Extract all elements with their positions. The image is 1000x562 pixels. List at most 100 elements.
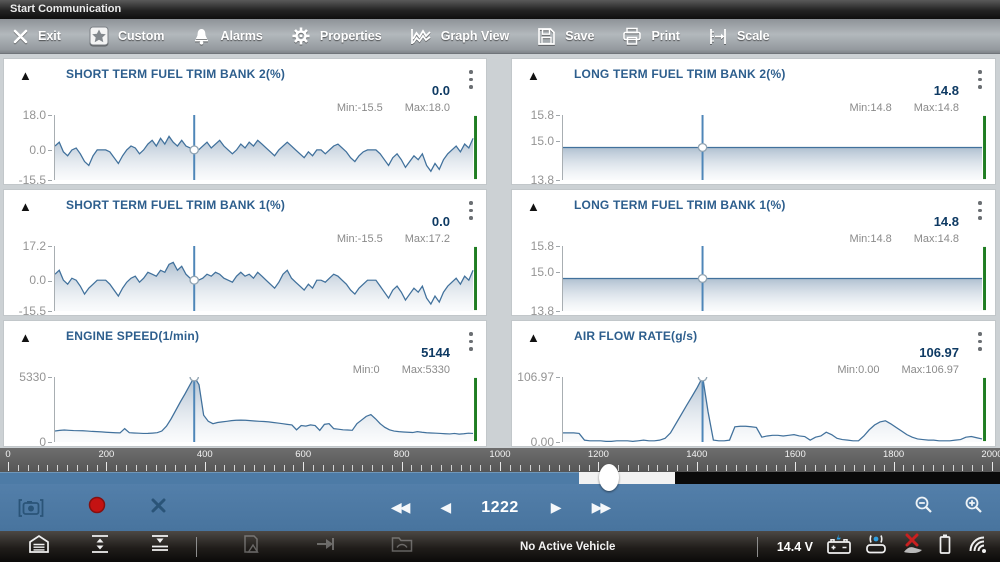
ruler-tick: [293, 465, 295, 471]
chart-canvas[interactable]: [563, 246, 987, 311]
ruler-tick: [962, 465, 964, 471]
ruler-label: 0: [5, 449, 11, 460]
ruler-label: 1400: [686, 449, 708, 460]
ruler-tick: [322, 465, 324, 471]
cursor-marker[interactable]: [189, 377, 200, 382]
cursor-marker[interactable]: [697, 377, 708, 382]
current-value: 5144: [421, 345, 450, 360]
ruler-tick: [893, 462, 895, 471]
ruler-tick: [952, 465, 954, 471]
scale-button[interactable]: Scale: [694, 19, 784, 54]
ruler-tick: [814, 465, 816, 471]
collapse-triangle-icon[interactable]: ▲: [19, 199, 32, 214]
chart-plot[interactable]: [54, 115, 478, 180]
chart-canvas[interactable]: [563, 377, 987, 442]
panel-menu-icon[interactable]: [469, 70, 473, 93]
print-icon: [622, 27, 642, 46]
cursor-marker[interactable]: [189, 275, 200, 285]
properties-gear-icon: [291, 26, 311, 46]
step-back-button[interactable]: ◀: [440, 499, 451, 515]
y-axis-tick: 0.00: [531, 435, 560, 449]
ruler-label: 2000: [981, 449, 1000, 460]
ruler-tick: [273, 465, 275, 471]
timeline-thumb[interactable]: [599, 464, 620, 491]
alarms-bell-icon: [192, 27, 211, 46]
ruler-tick: [263, 465, 265, 471]
ruler-tick: [824, 465, 826, 471]
cursor-marker[interactable]: [697, 273, 708, 284]
y-axis-tick: 15.8: [531, 239, 560, 253]
panel-menu-icon[interactable]: [978, 70, 982, 93]
current-value: 0.0: [431, 214, 450, 229]
chart-canvas[interactable]: [55, 246, 478, 311]
timeline-scrollbar[interactable]: [0, 464, 1000, 491]
chart-canvas[interactable]: [563, 115, 987, 180]
collapse-triangle-icon[interactable]: ▲: [527, 330, 540, 345]
ruler-tick: [657, 465, 659, 471]
chart-plot[interactable]: [562, 246, 987, 311]
save-label: Save: [565, 29, 595, 43]
chart-canvas[interactable]: [55, 115, 478, 180]
zoom-in-icon[interactable]: [964, 495, 984, 520]
chart-plot[interactable]: [562, 115, 987, 180]
exit-button[interactable]: Exit: [0, 19, 75, 54]
ruler-tick: [450, 465, 452, 471]
min-max-labels: Min:-15.5 Max:18.0: [336, 102, 450, 114]
panel-menu-icon[interactable]: [469, 201, 473, 224]
y-axis-tick: 17.2: [23, 239, 52, 253]
collapse-triangle-icon[interactable]: ▲: [527, 68, 540, 83]
rewind-button[interactable]: ◀◀: [390, 499, 410, 515]
chart-plot[interactable]: [54, 246, 478, 311]
home-icon[interactable]: [28, 534, 50, 559]
close-icon[interactable]: [150, 497, 167, 519]
ruler-tick: [126, 465, 128, 471]
expand-graphs-icon[interactable]: [90, 534, 110, 559]
y-axis-tick: 15.0: [531, 134, 560, 148]
ruler-label: 1600: [784, 449, 806, 460]
zoom-out-icon[interactable]: [914, 495, 934, 520]
ruler-tick: [992, 462, 993, 471]
timeline-ruler[interactable]: 0 200 400 600 800 1000 1200 1400 1600 1800 2000: [0, 448, 1000, 472]
collapse-triangle-icon[interactable]: ▲: [19, 330, 32, 345]
ruler-tick: [972, 465, 974, 471]
graph-view-label: Graph View: [440, 29, 510, 43]
collapse-graphs-icon[interactable]: [150, 534, 170, 559]
ruler-label: 1200: [587, 449, 609, 460]
status-disabled-icons: [223, 534, 413, 559]
ruler-tick: [67, 465, 69, 471]
playback-center-group: ◀◀ ◀ 1222 ▶ ▶▶: [390, 484, 611, 531]
step-forward-button[interactable]: ▶: [550, 499, 562, 515]
chart-canvas[interactable]: [55, 377, 478, 442]
snapshot-camera-icon[interactable]: [18, 497, 44, 519]
ruler-label: 800: [393, 449, 410, 460]
ruler-tick: [568, 465, 570, 471]
graph-view-button[interactable]: Graph View: [396, 19, 524, 54]
ruler-label: 1000: [489, 449, 511, 460]
ruler-tick: [76, 465, 78, 471]
fast-forward-button[interactable]: ▶▶: [591, 499, 611, 515]
print-button[interactable]: Print: [608, 19, 693, 54]
status-divider: [756, 536, 758, 557]
panel-menu-icon[interactable]: [978, 201, 982, 224]
cursor-marker[interactable]: [189, 145, 200, 155]
alarms-button[interactable]: Alarms: [178, 19, 276, 54]
ruler-tick: [942, 465, 944, 471]
cursor-marker[interactable]: [697, 142, 708, 153]
panel-menu-icon[interactable]: [978, 332, 982, 355]
record-icon[interactable]: [88, 496, 106, 519]
collapse-triangle-icon[interactable]: ▲: [19, 68, 32, 83]
collapse-triangle-icon[interactable]: ▲: [527, 199, 540, 214]
timeline-window[interactable]: [578, 472, 675, 484]
min-max-labels: Min:14.8 Max:14.8: [849, 233, 959, 245]
battery-icon: [937, 533, 953, 560]
chart-plot[interactable]: [562, 377, 987, 442]
y-axis-tick: 0.0: [29, 143, 52, 157]
panel-menu-icon[interactable]: [469, 332, 473, 355]
ruler-tick: [204, 462, 206, 471]
chart-plot[interactable]: [54, 377, 478, 442]
custom-button[interactable]: Custom: [75, 19, 179, 54]
properties-button[interactable]: Properties: [277, 19, 396, 54]
save-button[interactable]: Save: [523, 19, 608, 54]
ruler-tick: [116, 465, 118, 471]
panel-title: SHORT TERM FUEL TRIM BANK 2(%): [66, 67, 286, 81]
